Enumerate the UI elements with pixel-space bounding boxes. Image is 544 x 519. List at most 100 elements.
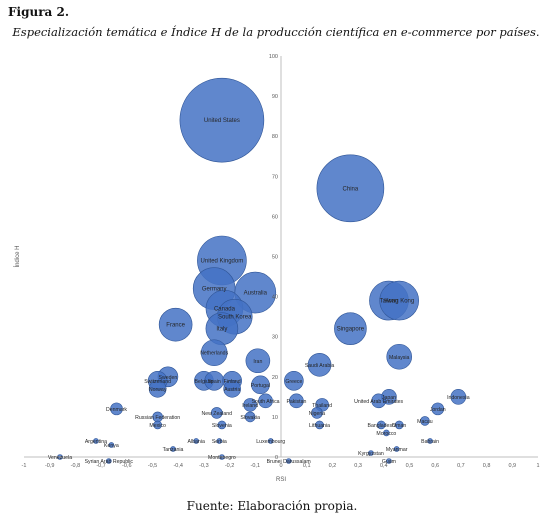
y-axis-ticks: 0 10 20 30 40 50 60 70 80 90 100 (269, 54, 278, 461)
bubble-new-zealand (210, 407, 223, 419)
y-tick-label: 70 (272, 174, 278, 180)
bubble-brunei-darussalam (285, 458, 292, 464)
bubble-label-france: France (166, 323, 185, 329)
bubble-ireland (243, 398, 257, 412)
x-tick-label: -0,8 (71, 463, 80, 469)
x-tick-label: 0,4 (380, 463, 388, 469)
bubble-indonesia (450, 389, 467, 405)
bubble-iran (245, 348, 271, 374)
bubble-label-singapore: Singapore (337, 327, 365, 333)
bubble-label-united-states: United States (204, 118, 240, 124)
x-tick-label: -0,7 (96, 463, 105, 469)
bubble-luxembourg (267, 438, 274, 444)
bubble-label-slovakia: Slovakia (240, 415, 260, 421)
bubble-greece (284, 371, 304, 391)
bubble-label-new-zealand: New Zealand (201, 411, 232, 417)
figure-title: Especialización temática e Índice H de l… (12, 25, 540, 39)
x-tick-label: 0,1 (303, 463, 311, 469)
x-tick-label: 0,9 (508, 463, 516, 469)
bubble-label-portugal: Portugal (251, 383, 270, 389)
x-tick-label: 0,2 (329, 463, 337, 469)
bubble-mexico (153, 420, 162, 430)
bubble-label-guam: Guam (382, 459, 396, 465)
bubble-label-switzerland: Switzerland (144, 379, 171, 385)
bubble-label-brunei-darussalam: Brunei Darussalam (267, 459, 311, 465)
bubble-label-hong-kong: Hong Kong (384, 299, 414, 305)
bubble-label-indonesia: Indonesia (447, 395, 470, 401)
bubble-label-oman: Oman (392, 423, 406, 429)
y-axis-title: Índice H (14, 245, 21, 267)
bubble-pakistan (289, 393, 304, 409)
figure-label: Figura 2. (8, 5, 69, 19)
bubble-morocco (383, 429, 390, 437)
bubble-label-ireland: Ireland (242, 403, 258, 409)
bubble-label-kenya: Kenya (104, 443, 119, 449)
bubble-label-syrian-arab-republic: Syrian Arab Republic (85, 459, 134, 465)
bubble-label-south-africa: South Africa (252, 399, 280, 405)
bubble-label-venezuela: Venezuela (48, 455, 72, 461)
y-tick-label: 40 (272, 295, 278, 301)
bubble-label-taiwan: Taiwan (380, 299, 399, 305)
y-tick-label: 90 (272, 94, 278, 100)
bubble-label-sweden: Sweden (159, 375, 178, 381)
bubble-label-bahrain: Bahrain (421, 439, 439, 445)
bubble-label-lithuania: Lithuania (309, 423, 330, 429)
y-tick-label: 100 (269, 54, 278, 60)
x-tick-label: -0,5 (148, 463, 157, 469)
bubble-lithuania (315, 420, 324, 430)
bubble-label-japan: Japan (382, 395, 396, 401)
x-tick-label: -1 (22, 463, 27, 469)
bubble-kyrgyzstan (368, 450, 374, 456)
bubble-label-china: China (343, 186, 359, 192)
bubble-bahrain (427, 438, 433, 444)
bubble-syrian-arab-republic (106, 458, 112, 464)
bubble-label-austria: Austria (224, 387, 240, 393)
x-tick-label: -0,9 (45, 463, 54, 469)
bubble-label-layer: United States China United Kingdom Australi… (48, 118, 470, 465)
x-tick-label: 0,6 (431, 463, 439, 469)
bubble-label-canada: Canada (214, 307, 236, 313)
bubble-label-albania: Albania (188, 439, 205, 445)
x-tick-label: -0,1 (251, 463, 260, 469)
bubble-label-thailand: Thailand (312, 403, 332, 409)
x-tick-label: 0,8 (483, 463, 491, 469)
bubble-jordan (431, 402, 445, 416)
bubble-tanzania (170, 446, 176, 452)
y-tick-label: 10 (272, 415, 278, 421)
y-tick-label: 50 (272, 255, 278, 261)
bubble-label-italy: Italy (216, 327, 227, 333)
bubble-label-norway: Norway (149, 387, 167, 393)
x-tick-label: -0,6 (122, 463, 131, 469)
bubble-nigeria (311, 407, 323, 419)
bubble-guam (386, 458, 392, 464)
bubble-norway (148, 380, 167, 398)
bubble-label-kyrgyzstan: Kyrgyzstan (358, 451, 384, 457)
x-tick-label: -0,2 (225, 463, 234, 469)
bubble-label-morocco: Morocco (376, 431, 396, 437)
y-tick-label: 60 (272, 214, 278, 220)
bubble-united-states (179, 77, 265, 163)
x-tick-label: -0,4 (173, 463, 182, 469)
bubble-france (158, 307, 193, 342)
bubble-label-netherlands: Netherlands (200, 351, 228, 357)
bubble-label-germany: Germany (202, 287, 227, 293)
bubble-label-pakistan: Pakistan (286, 399, 306, 405)
bubble-label-saudi-arabia: Saudi Arabia (305, 363, 335, 369)
y-tick-label: 80 (272, 134, 278, 140)
x-tick-label: 0,3 (354, 463, 362, 469)
bubble-china (316, 154, 385, 223)
bubble-label-luxembourg: Luxembourg (256, 439, 285, 445)
bubble-netherlands (200, 339, 228, 367)
figure-source: Fuente: Elaboración propia. (186, 499, 358, 513)
x-axis-ticks: -1 -0,9 -0,8 -0,7 -0,6 -0,5 -0,4 -0,3 -0,2 -0,1 0 0… (22, 463, 540, 469)
bubble-denmark (110, 402, 123, 416)
bubble-label-jordan: Jordan (430, 407, 446, 413)
bubble-layer (57, 77, 467, 464)
bubble-label-south-korea: South Korea (218, 315, 252, 321)
bubble-label-united-arab-emirates: United Arab Emirates (354, 399, 403, 405)
bubble-label-tanzania: Tanzania (163, 447, 184, 453)
x-tick-label: 0,7 (457, 463, 465, 469)
bubble-singapore (334, 312, 367, 345)
x-tick-label: 1 (536, 463, 539, 469)
bubble-kenya (108, 442, 115, 448)
